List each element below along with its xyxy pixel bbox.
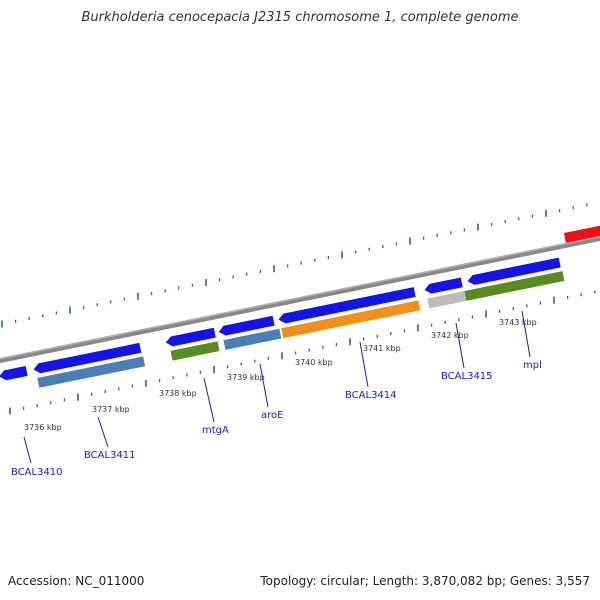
- leader-bcal3415: [455, 322, 465, 369]
- kbp-label-3742: 3742 kbp: [431, 331, 469, 340]
- leader-bcal3411: [97, 416, 109, 448]
- kbp-label-3739: 3739 kbp: [227, 373, 265, 382]
- cog-bar-mtgA[interactable]: [170, 341, 220, 361]
- cog-bar-mpl[interactable]: [464, 271, 565, 301]
- gene-label-bcal3411[interactable]: BCAL3411: [84, 450, 136, 461]
- inner-tick-track: [9, 290, 596, 415]
- gene-label-bcal3414[interactable]: BCAL3414: [345, 390, 397, 401]
- genome-backbone: [0, 233, 600, 366]
- gene-label-aroE[interactable]: aroE: [261, 410, 283, 421]
- leader-mpl: [521, 310, 531, 358]
- kbp-label-3743: 3743 kbp: [499, 318, 537, 327]
- gene-arrow-aroE[interactable]: [218, 315, 275, 337]
- cog-bar-aroE[interactable]: [223, 328, 282, 350]
- gene-arrow-mpl[interactable]: [467, 257, 561, 287]
- outer-tick-track: [1, 203, 588, 328]
- kbp-label-3741: 3741 kbp: [363, 344, 401, 353]
- kbp-label-3736: 3736 kbp: [24, 423, 62, 432]
- kbp-label-3740: 3740 kbp: [295, 358, 333, 367]
- backbone-group: [0, 233, 600, 366]
- leader-bcal3410: [23, 436, 32, 464]
- cog-bar-bcal3414[interactable]: [281, 300, 421, 339]
- gene-arrow-bcal3415[interactable]: [424, 277, 463, 295]
- gene-label-bcal3415[interactable]: BCAL3415: [441, 371, 493, 382]
- map-title: Burkholderia cenocepacia J2315 chromosom…: [81, 10, 519, 25]
- gene-label-mtgA[interactable]: mtgA: [202, 425, 229, 436]
- gene-arrow-bcal3410[interactable]: [0, 366, 28, 381]
- gene-label-bcal3410[interactable]: BCAL3410: [11, 467, 63, 478]
- gene-arrow-bcal3411[interactable]: [33, 342, 142, 375]
- gene-arrow-mtgA[interactable]: [165, 327, 216, 348]
- backbone-highlight: [0, 233, 600, 363]
- gene-track: [0, 225, 600, 388]
- gene-arrow-bcal3414[interactable]: [277, 287, 416, 325]
- leader-bcal3414: [359, 341, 369, 388]
- kbp-label-3738: 3738 kbp: [159, 389, 197, 398]
- leader-mtgA: [203, 377, 215, 423]
- accession-text: Accession: NC_011000: [8, 574, 145, 588]
- leader-aroE: [259, 363, 269, 408]
- gene-highlight-red[interactable]: [563, 225, 600, 243]
- kbp-label-3737: 3737 kbp: [92, 405, 130, 414]
- gene-label-mpl[interactable]: mpl: [523, 360, 542, 371]
- topology-text: Topology: circular; Length: 3,870,082 bp…: [260, 574, 590, 588]
- cog-bar-bcal3411[interactable]: [37, 356, 146, 388]
- cog-bar-bcal3415[interactable]: [427, 291, 467, 309]
